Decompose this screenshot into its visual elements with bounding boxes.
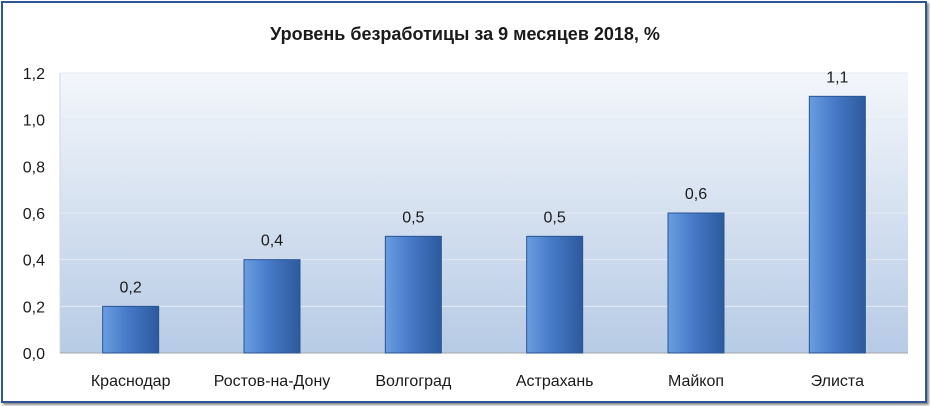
category-label: Майкоп [668, 373, 724, 390]
bar-5 [667, 212, 725, 354]
bars [102, 95, 866, 354]
chart-title: Уровень безработицы за 9 месяцев 2018, % [270, 24, 660, 44]
y-tick-label: 1,0 [23, 113, 45, 130]
y-tick-label: 1,2 [23, 66, 45, 83]
data-label: 0,5 [402, 209, 424, 226]
y-tick-label: 0,8 [23, 159, 45, 176]
data-label: 0,6 [685, 186, 707, 203]
y-tick-label: 0,4 [23, 253, 45, 270]
bar-6 [808, 95, 866, 354]
category-label: Волгоград [375, 373, 452, 390]
y-tick-label: 0,0 [23, 346, 45, 363]
data-label: 0,2 [120, 279, 142, 296]
category-label: Астрахань [516, 373, 594, 390]
bar-4 [526, 235, 584, 354]
category-labels: Краснодар Ростов-на-Дону Волгоград Астрахан… [91, 373, 864, 390]
y-tick-label: 0,6 [23, 206, 45, 223]
data-labels: 0,2 0,4 0,5 0,5 0,6 1,1 [120, 69, 849, 296]
category-label: Краснодар [91, 373, 171, 390]
bar-1 [102, 305, 160, 354]
y-tick-label: 0,2 [23, 299, 45, 316]
bar-2 [243, 259, 301, 354]
gridlines [60, 72, 908, 307]
data-label: 1,1 [826, 69, 848, 86]
data-label: 0,5 [544, 209, 566, 226]
category-label: Ростов-на-Дону [214, 373, 331, 390]
y-axis-tick-labels: 0,0 0,2 0,4 0,6 0,8 1,0 1,2 [23, 66, 45, 363]
category-label: Элиста [811, 373, 864, 390]
bar-3 [384, 235, 442, 354]
data-label: 0,4 [261, 233, 283, 250]
